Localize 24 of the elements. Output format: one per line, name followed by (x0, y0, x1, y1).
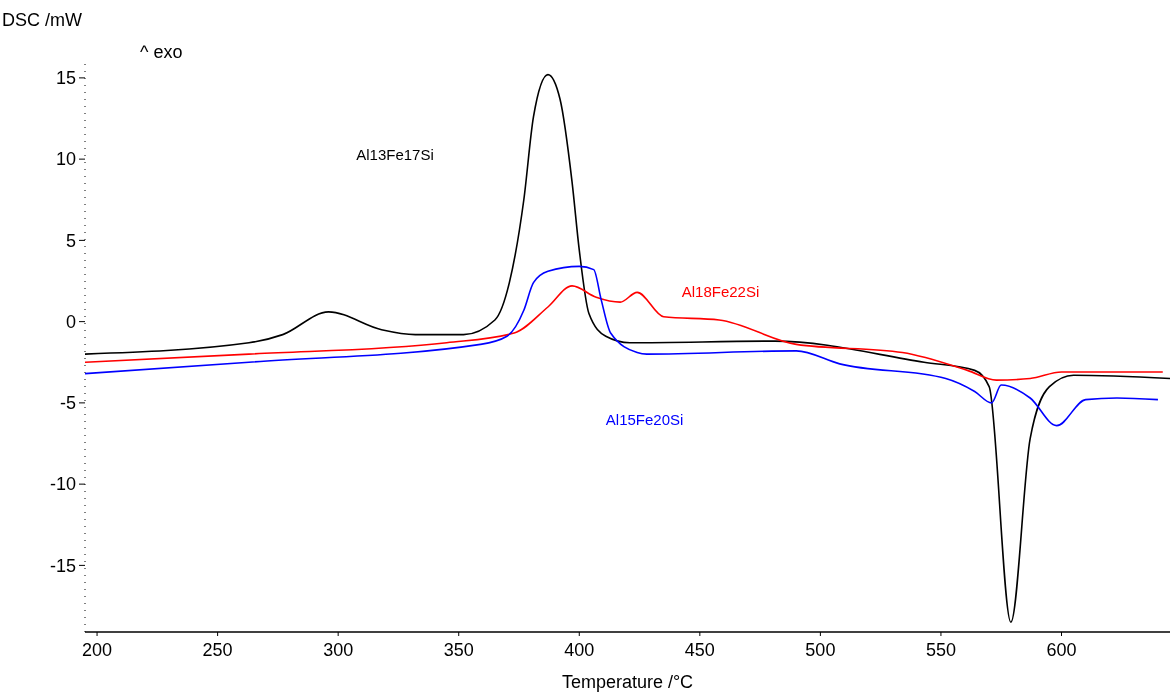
y-axis-title: DSC /mW (2, 10, 82, 30)
y-tick-label: 10 (55, 149, 76, 170)
annotation: ^ exo (140, 42, 183, 62)
x-tick-label: 450 (684, 640, 715, 660)
y-tick-label: -15 (49, 555, 76, 576)
x-tick-label: 600 (1046, 640, 1077, 660)
y-tick-label: 0 (65, 311, 76, 332)
y-tick-label: -10 (49, 474, 76, 495)
text: Al13Fe17Si (356, 146, 434, 163)
x-tick-label: 550 (925, 640, 956, 660)
line-series (84, 285, 1164, 381)
x-tick-label: 350 (443, 640, 474, 660)
x-tick-label: 200 (82, 640, 113, 660)
series-label: Al18Fe22Si (681, 283, 760, 300)
x-tick-label: 400 (564, 640, 595, 660)
x-tick-label: 250 (202, 640, 233, 660)
y-tick-label: 5 (65, 230, 76, 251)
x-axis-title: Temperature /°C (561, 672, 694, 692)
y-tick-label: 15 (55, 68, 76, 89)
x-tick-label: 500 (805, 640, 836, 660)
text: Al15Fe20Si (605, 411, 684, 428)
x-tick-label: 300 (323, 640, 354, 660)
line-series (84, 265, 1159, 427)
y-tick-label: -5 (59, 393, 76, 414)
